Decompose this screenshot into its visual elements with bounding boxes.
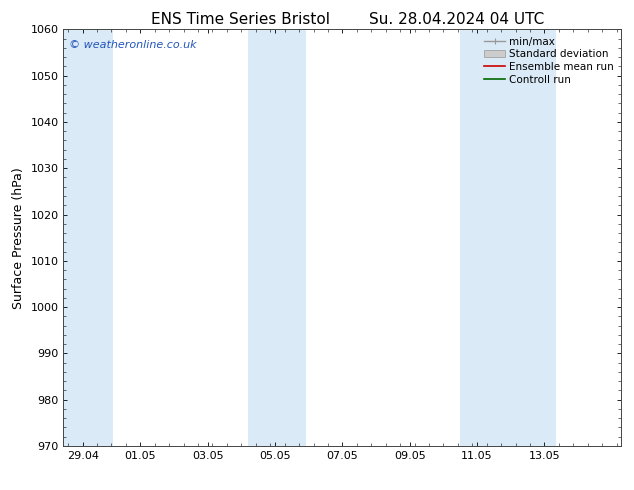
Text: ENS Time Series Bristol: ENS Time Series Bristol xyxy=(152,12,330,27)
Bar xyxy=(460,29,556,446)
Y-axis label: Surface Pressure (hPa): Surface Pressure (hPa) xyxy=(12,167,25,309)
Bar xyxy=(248,29,306,446)
Text: Su. 28.04.2024 04 UTC: Su. 28.04.2024 04 UTC xyxy=(369,12,544,27)
Text: © weatheronline.co.uk: © weatheronline.co.uk xyxy=(69,40,197,50)
Bar xyxy=(63,29,113,446)
Legend: min/max, Standard deviation, Ensemble mean run, Controll run: min/max, Standard deviation, Ensemble me… xyxy=(482,35,616,87)
